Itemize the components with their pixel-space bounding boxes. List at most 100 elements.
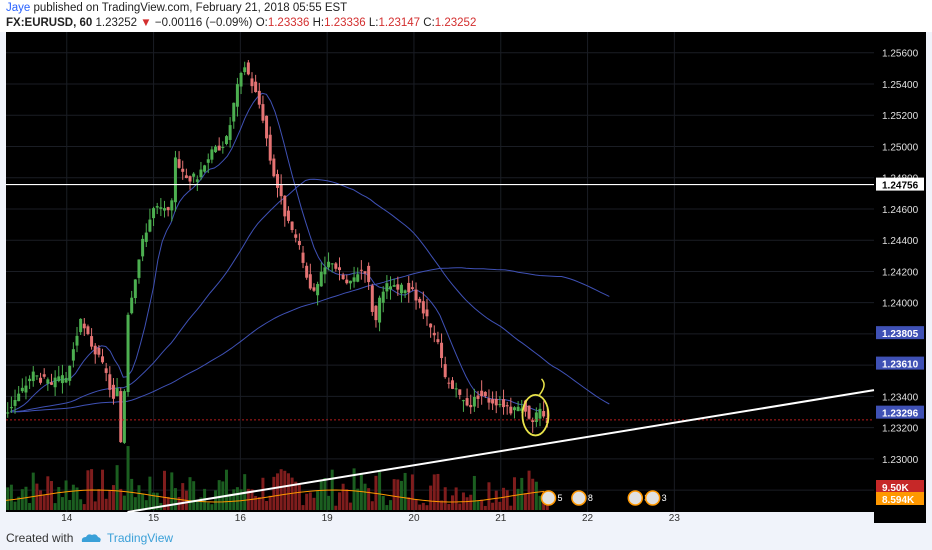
chart-svg[interactable]: 58331.228001.230001.232001.234001.236001… <box>6 32 926 523</box>
candle-body <box>450 380 454 389</box>
candle-body <box>399 284 403 294</box>
price-tick-label: 1.25200 <box>882 111 919 122</box>
candle-body <box>115 388 119 397</box>
candle-body <box>447 382 451 384</box>
volume-bar <box>421 502 425 510</box>
chart-header: Jaye published on TradingView.com, Febru… <box>0 0 932 32</box>
candle-body <box>472 396 476 407</box>
candle-body <box>396 284 400 290</box>
volume-badge-label: 8.594K <box>882 495 915 506</box>
highlight-ellipse <box>521 393 550 437</box>
candle-body <box>505 405 509 407</box>
volume-bar <box>505 490 509 510</box>
candle-body <box>126 314 130 393</box>
volume-bar <box>283 470 287 510</box>
candle-body <box>268 134 272 161</box>
price-chart[interactable]: 58331.228001.230001.232001.234001.236001… <box>6 32 926 523</box>
candle-body <box>68 365 72 381</box>
volume-bar <box>60 497 64 510</box>
volume-bar <box>254 495 258 510</box>
volume-bar <box>447 504 451 510</box>
volume-bar <box>337 492 341 510</box>
candle-body <box>502 399 506 408</box>
candle-body <box>476 395 480 399</box>
candle-body <box>279 184 283 197</box>
candle-body <box>173 157 177 203</box>
volume-bar <box>53 503 57 510</box>
volume-bar <box>516 488 520 510</box>
candle-body <box>272 158 276 177</box>
author-link[interactable]: Jaye <box>6 2 31 14</box>
candle-body <box>542 411 546 417</box>
event-count: 5 <box>558 493 563 503</box>
volume-bar <box>57 487 61 510</box>
candle-body <box>39 377 43 383</box>
candle-body <box>297 241 301 246</box>
candle-body <box>217 145 221 151</box>
volume-bar <box>31 472 35 510</box>
open-label: O: <box>255 17 268 29</box>
volume-bar <box>79 499 83 510</box>
volume-bar <box>181 483 185 510</box>
candle-body <box>181 168 185 172</box>
support-trendline <box>127 389 875 513</box>
candle-body <box>436 339 440 343</box>
candle-body <box>410 287 414 289</box>
candle-body <box>341 274 345 280</box>
candle-body <box>148 219 152 232</box>
candle-body <box>104 368 108 373</box>
candle-body <box>250 78 254 87</box>
price-tick-label: 1.24400 <box>882 236 919 247</box>
candle-body <box>337 267 341 271</box>
candle-body <box>469 404 473 408</box>
ohlc-line: FX:EURUSD, 60 1.23252 ▼ −0.00116 (−0.09%… <box>6 17 476 29</box>
candle-body <box>308 274 312 289</box>
time-tick-label: 22 <box>582 513 594 523</box>
volume-bar <box>206 502 210 510</box>
candle-body <box>130 297 134 314</box>
candle-body <box>214 146 218 153</box>
candle-body <box>520 408 524 411</box>
change-value: −0.00116 (−0.09%) <box>154 17 253 29</box>
volume-bar <box>429 485 433 510</box>
price-tick-label: 1.24000 <box>882 299 919 310</box>
event-marker: 5 <box>540 490 563 506</box>
candle-body <box>119 391 123 443</box>
candle-body <box>20 387 24 392</box>
price-badge <box>876 356 924 370</box>
volume-bar <box>345 489 349 510</box>
highlight-hook <box>538 378 545 396</box>
candle-body <box>239 72 243 87</box>
candle-body <box>414 289 418 301</box>
candle-body <box>228 125 232 140</box>
volume-bar <box>308 492 312 510</box>
volume-bar <box>104 498 108 510</box>
tradingview-brand[interactable]: TradingView <box>107 531 174 545</box>
event-count: 3 <box>662 493 667 503</box>
open-value: 1.23336 <box>267 17 310 29</box>
volume-bar <box>75 487 79 510</box>
event-count: 8 <box>588 493 593 503</box>
volume-bar <box>130 478 134 510</box>
candle-body <box>356 274 360 282</box>
volume-bar <box>465 497 469 510</box>
candle-body <box>144 232 148 242</box>
down-arrow-icon: ▼ <box>140 17 152 29</box>
volume-bar <box>323 477 327 510</box>
volume-bar <box>232 489 236 510</box>
candle-body <box>290 221 294 230</box>
volume-bar <box>35 483 39 510</box>
volume-bar <box>188 477 192 510</box>
volume-bar <box>162 470 166 510</box>
time-tick-label: 23 <box>669 513 681 523</box>
time-tick-label: 16 <box>235 513 247 523</box>
volume-bar <box>418 504 422 510</box>
created-with-text: Created with <box>6 531 74 545</box>
volume-bar <box>454 487 458 510</box>
candle-body <box>348 280 352 284</box>
high-value: 1.23336 <box>324 17 366 29</box>
volume-bar <box>381 495 385 510</box>
volume-bar <box>487 482 491 510</box>
volume-bar <box>166 496 170 510</box>
candle-body <box>162 208 166 211</box>
